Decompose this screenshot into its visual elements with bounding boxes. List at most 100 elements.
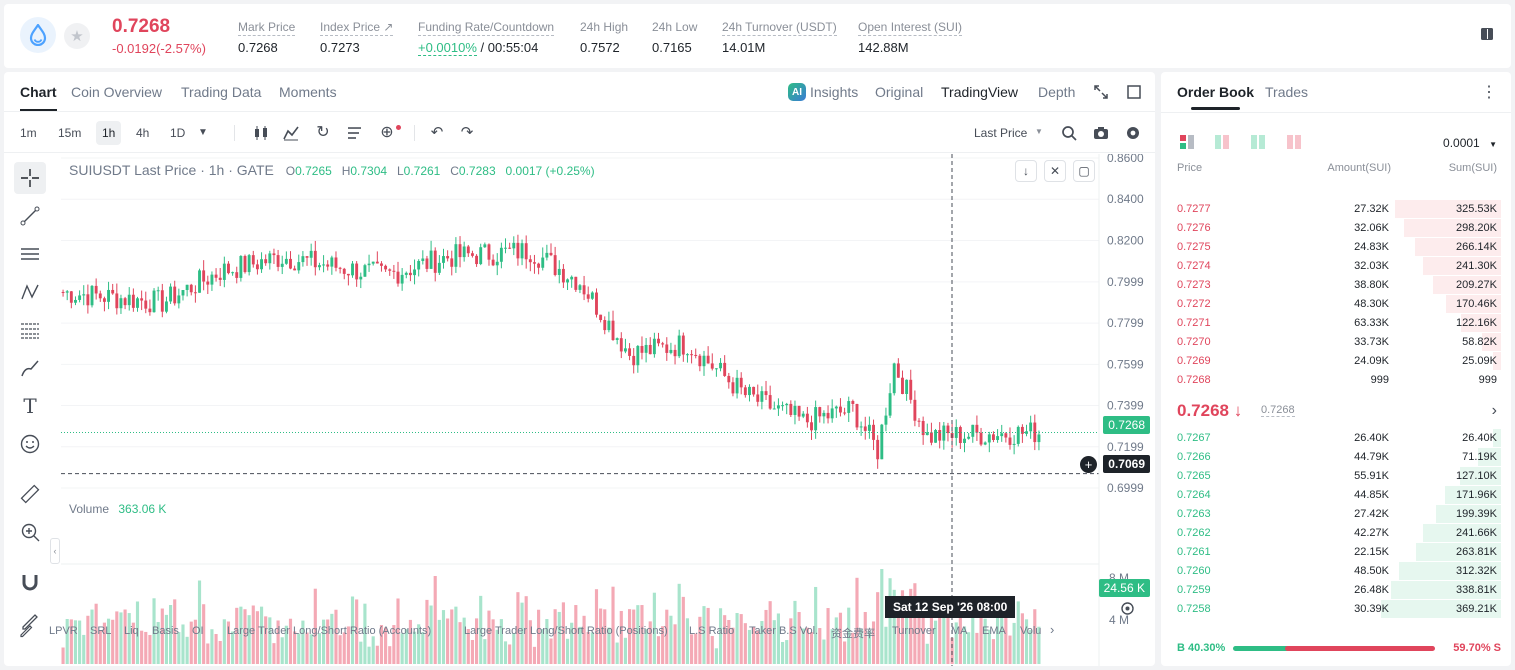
- indicator-item[interactable]: Basis: [152, 625, 179, 637]
- panel-toggle-icon[interactable]: ‹: [50, 538, 60, 564]
- indicators-icon[interactable]: [282, 124, 300, 142]
- timeframe-1d[interactable]: 1D: [170, 126, 186, 140]
- bid-row[interactable]: 0.7264 44.85K 171.96K: [1161, 486, 1511, 505]
- view-tradingview[interactable]: TradingView: [941, 84, 1019, 100]
- fib-tool-icon[interactable]: [14, 314, 46, 346]
- indicator-item[interactable]: Volu: [1020, 625, 1042, 637]
- indicator-item[interactable]: LPVR: [49, 625, 78, 637]
- tab-trades[interactable]: Trades: [1265, 84, 1309, 100]
- indicator-item[interactable]: 资金费率: [831, 628, 875, 640]
- ask-row[interactable]: 0.7270 33.73K 58.82K: [1161, 333, 1511, 352]
- ask-row[interactable]: 0.7277 27.32K 325.53K: [1161, 200, 1511, 219]
- price-type-chevron-icon[interactable]: ▼: [1035, 127, 1043, 136]
- undo-icon[interactable]: ↶: [430, 124, 444, 141]
- ruler-tool-icon[interactable]: [14, 478, 46, 510]
- window-icon[interactable]: [1127, 85, 1141, 99]
- timeframe-15m[interactable]: 15m: [58, 126, 82, 140]
- bid-row[interactable]: 0.7259 26.48K 338.81K: [1161, 581, 1511, 600]
- ask-row[interactable]: 0.7271 63.33K 122.16K: [1161, 314, 1511, 333]
- tab-trading-data[interactable]: Trading Data: [181, 84, 262, 100]
- redo-icon[interactable]: ↷: [460, 124, 474, 141]
- ask-row[interactable]: 0.7268 999 999: [1161, 371, 1511, 390]
- collapse-icon[interactable]: ✕: [1044, 160, 1066, 182]
- horizontal-lines-tool-icon[interactable]: [14, 238, 46, 270]
- replay-icon[interactable]: ↻: [316, 124, 330, 141]
- ask-row[interactable]: 0.7275 24.83K 266.14K: [1161, 238, 1511, 257]
- indicator-item[interactable]: OI: [192, 625, 204, 637]
- candlestick-chart[interactable]: 0.8600 0.8400 0.8200 0.7999 0.7799 0.7599 0.73…: [4, 154, 1155, 666]
- view-insights[interactable]: Insights: [810, 84, 859, 100]
- layout-asks-icon[interactable]: [1286, 134, 1302, 150]
- stat-funding-rate[interactable]: Funding Rate/Countdown +0.0010% / 00:55:…: [418, 18, 555, 56]
- camera-icon[interactable]: [1092, 124, 1110, 142]
- timeframe-1m[interactable]: 1m: [20, 126, 37, 140]
- bid-row[interactable]: 0.7263 27.42K 199.39K: [1161, 505, 1511, 524]
- crosshair-tool-icon[interactable]: [14, 162, 46, 194]
- brush-tool-icon[interactable]: [14, 352, 46, 384]
- stat-index-price[interactable]: Index Price ↗ 0.7273: [320, 18, 394, 55]
- magnet-tool-icon[interactable]: [14, 566, 46, 598]
- add-alert-icon[interactable]: +: [1080, 456, 1097, 473]
- add-indicator-icon[interactable]: ⊕: [380, 124, 394, 141]
- bid-row[interactable]: 0.7258 30.39K 369.21K: [1161, 600, 1511, 619]
- more-options-icon[interactable]: ⋮: [1481, 84, 1497, 101]
- search-icon[interactable]: [1060, 124, 1078, 142]
- favorite-star-icon[interactable]: ★: [64, 23, 90, 49]
- ask-row[interactable]: 0.7276 32.06K 298.20K: [1161, 219, 1511, 238]
- indicator-scroll-right-icon[interactable]: ›: [1050, 622, 1055, 637]
- stat-open-interest[interactable]: Open Interest (SUI) 142.88M: [858, 18, 963, 55]
- indicator-item[interactable]: L.S Ratio: [689, 625, 735, 637]
- bid-row[interactable]: 0.7265 55.91K 127.10K: [1161, 467, 1511, 486]
- mid-mark-price[interactable]: 0.7268: [1261, 404, 1295, 417]
- price-type-select[interactable]: Last Price: [974, 126, 1028, 140]
- ask-row[interactable]: 0.7274 32.03K 241.30K: [1161, 257, 1511, 276]
- ask-row[interactable]: 0.7269 24.09K 25.09K: [1161, 352, 1511, 371]
- bid-row[interactable]: 0.7262 42.27K 241.66K: [1161, 524, 1511, 543]
- trend-line-tool-icon[interactable]: [14, 200, 46, 232]
- precision-select[interactable]: 0.0001 ▼: [1443, 136, 1497, 150]
- lock-drawing-icon[interactable]: [14, 604, 46, 636]
- tab-order-book[interactable]: Order Book: [1177, 84, 1255, 110]
- tab-coin-overview[interactable]: Coin Overview: [71, 84, 163, 100]
- tab-chart[interactable]: Chart: [20, 84, 57, 111]
- layout-bids-icon[interactable]: [1250, 134, 1266, 150]
- ask-row[interactable]: 0.7273 38.80K 209.27K: [1161, 276, 1511, 295]
- stat-mark-price[interactable]: Mark Price 0.7268: [238, 18, 296, 55]
- bid-row[interactable]: 0.7266 44.79K 71.19K: [1161, 448, 1511, 467]
- indicator-item[interactable]: Large Trader Long/Short Ratio (Accounts): [227, 625, 432, 637]
- book-icon[interactable]: [1479, 26, 1495, 42]
- templates-icon[interactable]: [346, 124, 364, 142]
- indicator-item[interactable]: Turnover: [892, 625, 936, 637]
- pencil-icon[interactable]: [18, 622, 34, 638]
- indicator-item[interactable]: EMA: [982, 625, 1006, 637]
- fullscreen-icon[interactable]: ▢: [1073, 160, 1095, 182]
- emoji-tool-icon[interactable]: [14, 428, 46, 460]
- indicator-item[interactable]: Large Trader Long/Short Ratio (Positions…: [464, 625, 668, 637]
- scroll-down-icon[interactable]: ↓: [1015, 160, 1037, 182]
- view-depth[interactable]: Depth: [1038, 84, 1076, 100]
- stat-24h-turnover[interactable]: 24h Turnover (USDT) 14.01M: [722, 18, 837, 55]
- timeframe-dropdown-icon[interactable]: ▼: [198, 127, 208, 138]
- chevron-right-icon[interactable]: ›: [1491, 402, 1497, 419]
- timeframe-4h[interactable]: 4h: [136, 126, 150, 140]
- settings-gear-icon[interactable]: [1124, 124, 1142, 142]
- bid-row[interactable]: 0.7267 26.40K 26.40K: [1161, 429, 1511, 448]
- indicator-item[interactable]: MA: [951, 625, 968, 637]
- indicator-item[interactable]: Taker B.S Vol.: [749, 625, 819, 637]
- bid-row[interactable]: 0.7260 48.50K 312.32K: [1161, 562, 1511, 581]
- tab-moments[interactable]: Moments: [279, 84, 337, 100]
- expand-icon[interactable]: [1094, 85, 1108, 99]
- layout-split-icon[interactable]: [1214, 134, 1230, 150]
- timeframe-1h[interactable]: 1h: [96, 121, 122, 145]
- chart-settings-icon[interactable]: [1120, 601, 1135, 616]
- zoom-tool-icon[interactable]: [14, 516, 46, 548]
- layout-both-icon[interactable]: [1179, 134, 1195, 150]
- indicator-item[interactable]: Liq: [124, 625, 139, 637]
- indicator-item[interactable]: SRL: [90, 625, 112, 637]
- candles-icon[interactable]: [252, 124, 270, 142]
- ask-row[interactable]: 0.7272 48.30K 170.46K: [1161, 295, 1511, 314]
- bid-row[interactable]: 0.7261 22.15K 263.81K: [1161, 543, 1511, 562]
- text-tool-icon[interactable]: T: [23, 394, 37, 418]
- pattern-tool-icon[interactable]: [14, 276, 46, 308]
- view-original[interactable]: Original: [875, 84, 924, 100]
